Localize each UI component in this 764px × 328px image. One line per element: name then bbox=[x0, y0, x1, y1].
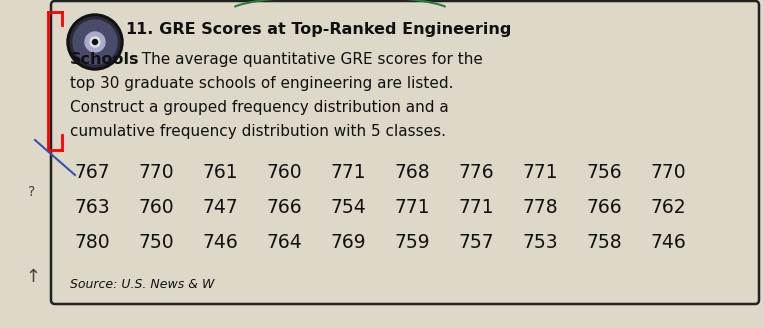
Text: 758: 758 bbox=[587, 233, 623, 252]
Text: 763: 763 bbox=[75, 198, 111, 217]
Circle shape bbox=[70, 17, 120, 67]
Text: ↑: ↑ bbox=[25, 268, 40, 286]
Text: 771: 771 bbox=[523, 163, 558, 182]
Text: 771: 771 bbox=[459, 198, 494, 217]
Circle shape bbox=[92, 39, 98, 45]
Text: 762: 762 bbox=[651, 198, 687, 217]
Circle shape bbox=[85, 32, 105, 52]
Text: 757: 757 bbox=[459, 233, 494, 252]
Text: 747: 747 bbox=[203, 198, 238, 217]
Text: 753: 753 bbox=[523, 233, 558, 252]
Text: 767: 767 bbox=[75, 163, 111, 182]
Text: 766: 766 bbox=[267, 198, 303, 217]
Text: 771: 771 bbox=[395, 198, 431, 217]
Text: ?: ? bbox=[28, 185, 35, 199]
Text: 766: 766 bbox=[587, 198, 623, 217]
Circle shape bbox=[73, 20, 117, 64]
Text: 746: 746 bbox=[651, 233, 687, 252]
Text: Schools: Schools bbox=[70, 52, 140, 67]
Text: 770: 770 bbox=[139, 163, 175, 182]
Text: 769: 769 bbox=[331, 233, 367, 252]
Circle shape bbox=[90, 37, 100, 47]
Text: 778: 778 bbox=[523, 198, 558, 217]
Circle shape bbox=[67, 14, 123, 70]
FancyBboxPatch shape bbox=[51, 1, 759, 304]
Text: 764: 764 bbox=[267, 233, 303, 252]
Text: 760: 760 bbox=[267, 163, 303, 182]
Text: 771: 771 bbox=[331, 163, 367, 182]
Text: Source: U.S. News & W: Source: U.S. News & W bbox=[70, 278, 215, 291]
Text: 756: 756 bbox=[587, 163, 623, 182]
Text: GRE Scores at Top-Ranked Engineering: GRE Scores at Top-Ranked Engineering bbox=[148, 22, 511, 37]
Text: 746: 746 bbox=[203, 233, 238, 252]
Text: 11.: 11. bbox=[125, 22, 154, 37]
Text: 768: 768 bbox=[395, 163, 431, 182]
Text: 770: 770 bbox=[651, 163, 687, 182]
Text: 759: 759 bbox=[395, 233, 431, 252]
Text: cumulative frequency distribution with 5 classes.: cumulative frequency distribution with 5… bbox=[70, 124, 446, 139]
Text: The average quantitative GRE scores for the: The average quantitative GRE scores for … bbox=[132, 52, 483, 67]
Text: 754: 754 bbox=[331, 198, 367, 217]
Text: Construct a grouped frequency distribution and a: Construct a grouped frequency distributi… bbox=[70, 100, 448, 115]
Text: 776: 776 bbox=[459, 163, 494, 182]
Text: 750: 750 bbox=[139, 233, 175, 252]
Text: top 30 graduate schools of engineering are listed.: top 30 graduate schools of engineering a… bbox=[70, 76, 454, 91]
Text: 780: 780 bbox=[75, 233, 111, 252]
Text: 760: 760 bbox=[139, 198, 175, 217]
Text: 761: 761 bbox=[203, 163, 238, 182]
